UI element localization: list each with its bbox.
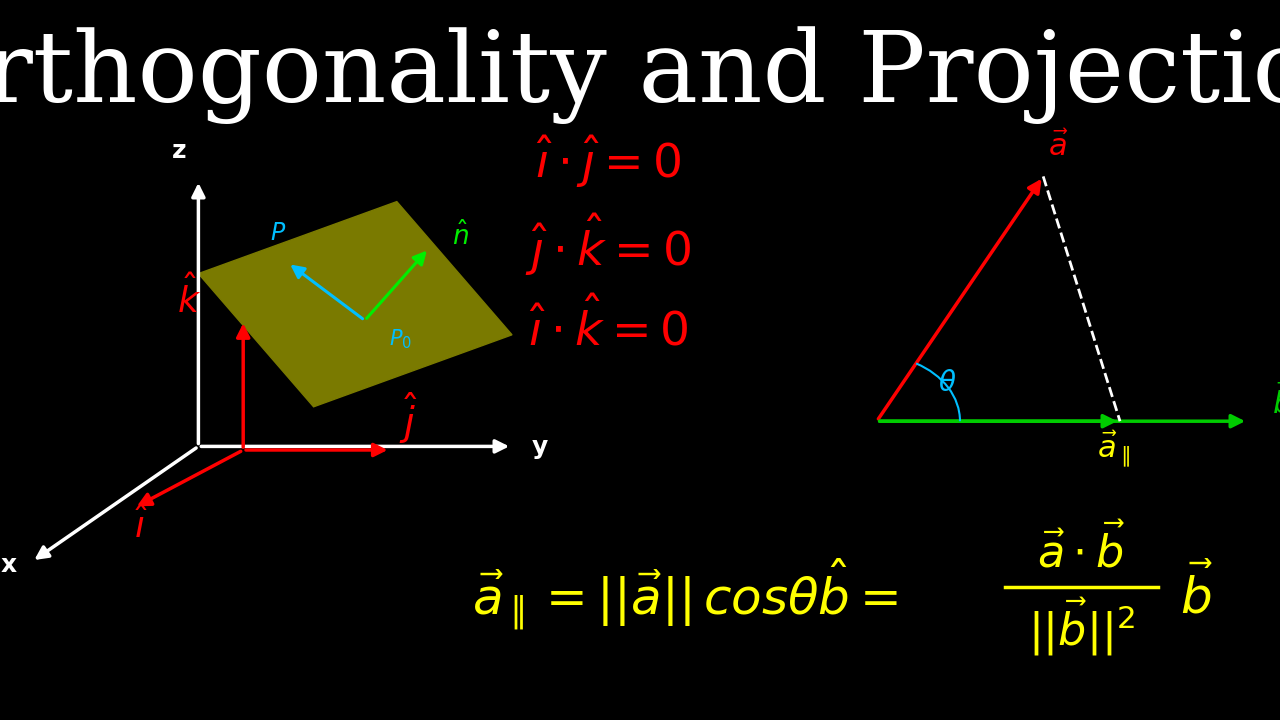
Text: x: x (1, 554, 17, 577)
Text: $P_0$: $P_0$ (389, 328, 412, 351)
Polygon shape (198, 202, 512, 407)
Text: $\hat{\imath}$: $\hat{\imath}$ (134, 508, 147, 545)
Text: y: y (532, 435, 548, 459)
Text: $\hat{k}$: $\hat{k}$ (178, 276, 201, 320)
Text: $\vec{a}_{\parallel} = ||\vec{a}||\,cos\theta\hat{b} =$: $\vec{a}_{\parallel} = ||\vec{a}||\,cos\… (472, 557, 897, 631)
Text: $\hat{n}$: $\hat{n}$ (452, 222, 470, 251)
Text: $\theta$: $\theta$ (938, 369, 956, 397)
Text: $\hat{j}$: $\hat{j}$ (398, 390, 419, 446)
Text: z: z (172, 140, 187, 163)
Text: $\vec{a}$: $\vec{a}$ (1048, 131, 1069, 162)
Text: $\vec{a} \cdot \vec{b}$: $\vec{a} \cdot \vec{b}$ (1037, 525, 1126, 577)
Text: $\hat{\imath} \cdot \hat{k} = 0$: $\hat{\imath} \cdot \hat{k} = 0$ (527, 300, 689, 356)
Text: $\hat{\jmath} \cdot \hat{k} = 0$: $\hat{\jmath} \cdot \hat{k} = 0$ (525, 212, 691, 278)
Text: $||\vec{b}||^2$: $||\vec{b}||^2$ (1028, 595, 1135, 657)
Text: $\vec{b}$: $\vec{b}$ (1180, 565, 1213, 623)
Text: Orthogonality and Projection: Orthogonality and Projection (0, 27, 1280, 125)
Text: $P$: $P$ (270, 221, 285, 245)
Text: $\hat{\imath} \cdot \hat{\jmath} = 0$: $\hat{\imath} \cdot \hat{\jmath} = 0$ (535, 134, 681, 190)
Text: $\vec{a}_{\parallel}$: $\vec{a}_{\parallel}$ (1097, 428, 1130, 469)
Text: $\vec{b}$: $\vec{b}$ (1272, 383, 1280, 420)
